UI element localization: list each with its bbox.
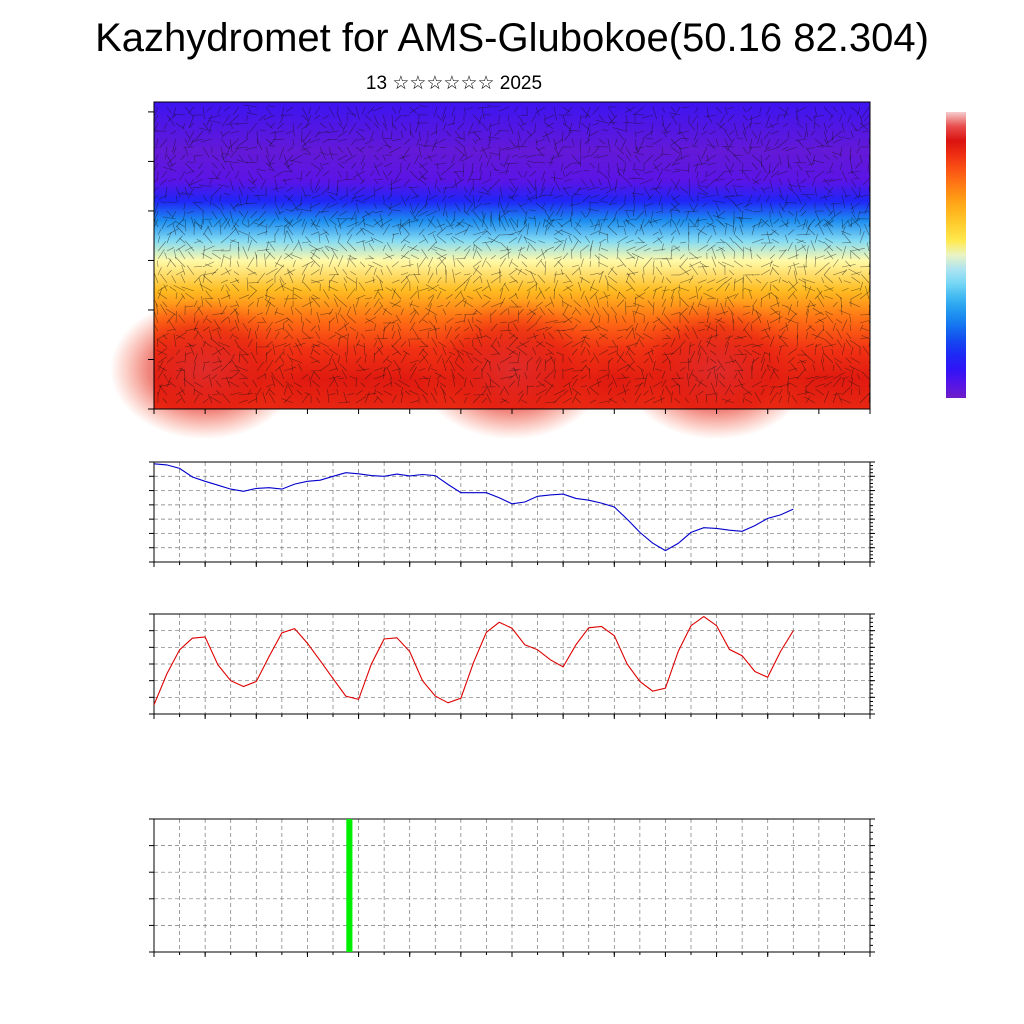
precip-bar: [346, 819, 353, 952]
precip-panel: [149, 818, 875, 957]
colorbar: [946, 112, 966, 398]
main-subtitle: 13 ☆☆☆☆☆☆ 2025: [365, 73, 543, 94]
warm-core: [621, 299, 812, 440]
pmsl-panel: [149, 461, 875, 567]
warm-core: [417, 299, 607, 440]
colorbar-scale: [946, 112, 966, 398]
grid: [153, 818, 871, 953]
cross-section-panel: [110, 101, 871, 440]
wind-vectors: [153, 104, 871, 404]
temp2m-series-line: [153, 615, 794, 706]
temp2m-panel: [149, 613, 875, 719]
main-title: Kazhydromet for AMS-Glubokoe(50.16 82.30…: [95, 16, 929, 60]
pmsl-series-line: [153, 463, 794, 552]
grid: [153, 461, 871, 563]
warm-core: [110, 299, 301, 440]
